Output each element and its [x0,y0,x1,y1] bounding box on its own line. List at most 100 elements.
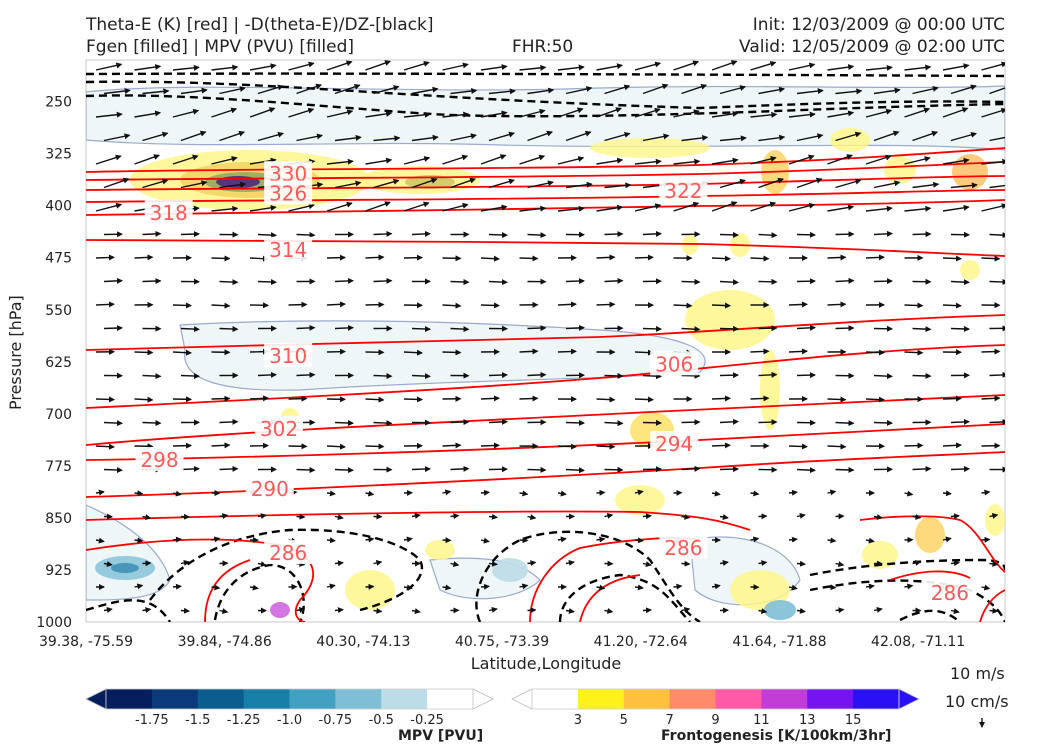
wind-vector [634,254,654,261]
wind-vector [604,512,614,519]
wind-vector [865,254,885,261]
wind-vector [981,61,1005,71]
wind-vector [403,536,413,543]
wind-vector [403,111,431,118]
wind-vector [373,178,400,189]
wind-vector [103,325,123,332]
wind-vector [981,395,1001,402]
wind-vector [942,395,962,402]
theta-e-label-bg [659,535,708,560]
wind-vector [142,88,170,95]
wind-vector [904,156,931,165]
wind-vector [373,277,393,284]
wind-vector [219,326,239,333]
wind-vector [634,584,644,591]
wind-vector [557,490,567,497]
x-tick-label: 41.20, -72.64 [594,634,688,650]
wind-vector [827,537,837,544]
colorbar-swatch [761,689,808,709]
wind-vector [219,418,239,425]
wind-vector [296,371,316,378]
wind-vector [604,231,624,238]
wind-vector [411,86,439,95]
wind-vector [673,60,700,71]
wind-vector [827,489,837,496]
wind-vector [788,62,816,71]
wind-vector [989,607,999,614]
colorbar-tick: -0.5 [369,713,394,728]
y-tick-label: 250 [45,95,72,111]
wind-vector [480,583,490,590]
wind-vector [788,348,808,355]
colorbar-swatch [381,689,428,709]
wind-vector [172,154,199,165]
wind-vector [750,490,760,497]
theta-e-label-bg [925,580,974,605]
wind-vector [596,107,622,118]
theta-e-label: 298 [140,448,178,472]
wind-vector [557,536,567,543]
theta-e-label-bg [254,415,303,440]
wind-vector [103,133,131,142]
wind-vector [942,255,962,262]
wind-vector [827,154,853,165]
wind-vector [257,131,284,142]
wind-vector [403,396,423,403]
wind-vector [788,489,798,496]
wind-vector [873,606,883,613]
wind-vector [180,326,200,333]
wind-vector [480,442,500,449]
wind-vector [634,396,654,403]
wind-vector [865,396,885,403]
colorbar-swatch [532,689,579,709]
colorbar-tick: -1.75 [135,713,169,728]
wind-vector [519,348,539,355]
wind-vector [134,396,154,403]
wind-vector [257,371,277,378]
wind-vector [827,64,855,71]
wind-vector [334,324,354,331]
wind-vector [95,301,115,308]
wind-vector [719,514,729,520]
wind-vector [211,255,231,262]
wind-vector [596,63,624,71]
wind-vector [750,536,760,543]
wind-vector [365,536,375,543]
wind-vector [758,177,785,189]
wind-vector [865,154,892,165]
wind-vector [95,202,123,212]
wind-vector [249,107,276,118]
wind-vector [835,420,855,427]
wind-vector [134,254,154,261]
wind-vector [95,443,115,450]
wind-vector [835,466,855,473]
wind-vector [326,490,336,497]
wind-vector [450,465,470,472]
wind-vector [750,255,770,262]
wind-vector [95,537,105,544]
wind-vector [527,466,547,473]
colorbar-swatch [197,689,245,709]
colorbar-tick: 11 [753,713,770,728]
wind-vector [172,583,182,590]
wind-vector [681,560,691,567]
wind-vector [211,64,239,71]
wind-vector [981,584,991,591]
wind-vector [981,489,991,496]
wind-vector [219,279,239,286]
wind-vector [442,62,469,71]
wind-vector [565,86,593,95]
wind-vector [981,203,1005,212]
colorbar-tick: 5 [620,713,628,728]
wind-vector [557,64,585,71]
wind-vector [557,443,577,450]
wind-vector [219,181,247,189]
wind-vector [519,255,539,262]
theta-e-label-bg [650,431,699,456]
wind-vector [681,326,701,333]
theta-e-label-bg [264,342,313,367]
wind-vector [865,583,875,590]
wind-vector [527,180,554,189]
wind-vector [827,301,847,308]
wind-vector [403,201,430,212]
